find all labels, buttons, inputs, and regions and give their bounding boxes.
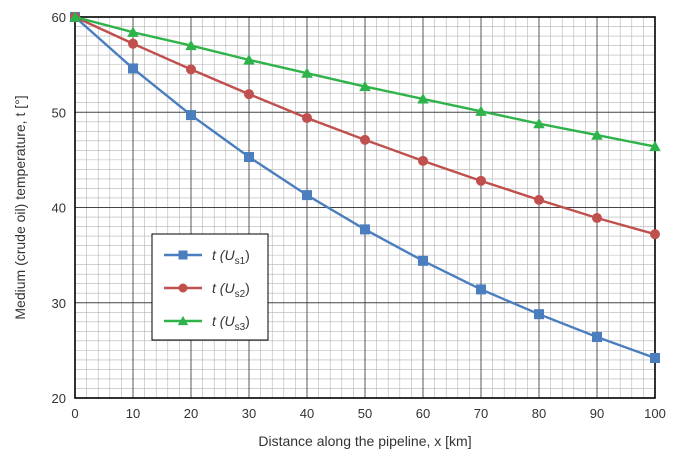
legend-label: t (Us1) — [212, 247, 250, 267]
data-point-square — [186, 110, 196, 121]
x-tick-label: 40 — [300, 406, 314, 421]
legend-item-2: t (Us2) — [164, 280, 250, 300]
x-tick-label: 90 — [590, 406, 604, 421]
y-tick-label: 50 — [52, 105, 66, 120]
data-point-circle — [476, 175, 486, 186]
legend: t (Us1) t (Us2) t (Us3) — [151, 233, 269, 341]
legend-label: t (Us3) — [212, 313, 250, 333]
y-tick-label: 30 — [52, 296, 66, 311]
series-3 — [69, 11, 661, 152]
data-point-circle — [178, 283, 188, 293]
data-point-square — [534, 309, 544, 320]
data-point-circle — [302, 112, 312, 123]
data-point-triangle — [475, 105, 487, 116]
data-point-circle — [186, 64, 196, 75]
data-point-circle — [418, 155, 428, 166]
x-tick-label: 100 — [644, 406, 666, 421]
data-point-square — [650, 352, 660, 363]
data-point-square — [360, 224, 370, 235]
legend-label: t (Us2) — [212, 280, 250, 300]
legend-item-3: t (Us3) — [164, 313, 250, 333]
data-point-triangle — [127, 26, 139, 37]
y-tick-labels: 20 30 40 50 60 — [52, 10, 66, 406]
data-point-circle — [534, 194, 544, 205]
data-point-triangle — [417, 93, 429, 104]
data-point-triangle — [533, 117, 545, 129]
data-point-square — [244, 152, 254, 163]
data-point-triangle — [69, 11, 81, 22]
x-tick-label: 20 — [184, 406, 198, 421]
data-point-triangle — [591, 129, 603, 140]
data-point-triangle — [649, 140, 661, 152]
data-point-square — [178, 250, 188, 260]
data-point-triangle — [185, 39, 197, 51]
y-tick-label: 20 — [52, 391, 66, 406]
data-point-triangle — [359, 80, 371, 92]
y-tick-label: 40 — [52, 201, 66, 216]
data-point-circle — [592, 212, 602, 223]
data-point-square — [418, 255, 428, 266]
data-point-circle — [650, 229, 660, 240]
data-point-square — [302, 190, 312, 201]
x-axis-title: Distance along the pipeline, x [km] — [258, 433, 471, 449]
data-point-square — [128, 63, 138, 74]
x-tick-label: 0 — [71, 406, 78, 421]
x-tick-label: 30 — [242, 406, 256, 421]
x-tick-label: 60 — [416, 406, 430, 421]
series-layer — [69, 11, 661, 363]
x-tick-label: 50 — [358, 406, 372, 421]
x-tick-label: 70 — [474, 406, 488, 421]
data-point-square — [476, 284, 486, 295]
plot-frame — [74, 16, 656, 399]
data-point-triangle — [243, 54, 255, 65]
data-point-triangle — [177, 315, 189, 326]
x-tick-label: 80 — [532, 406, 546, 421]
data-point-square — [592, 332, 602, 343]
data-point-circle — [360, 134, 370, 145]
y-axis-title: Medium (crude oil) temperature, t [°] — [12, 95, 28, 319]
y-tick-label: 60 — [52, 10, 66, 25]
data-point-circle — [244, 89, 254, 100]
x-tick-label: 10 — [126, 406, 140, 421]
data-point-triangle — [301, 67, 313, 78]
x-tick-labels: 0 10 20 30 40 50 60 70 80 90 100 — [71, 406, 665, 421]
data-point-circle — [128, 38, 138, 49]
legend-item-1: t (Us1) — [164, 247, 250, 267]
